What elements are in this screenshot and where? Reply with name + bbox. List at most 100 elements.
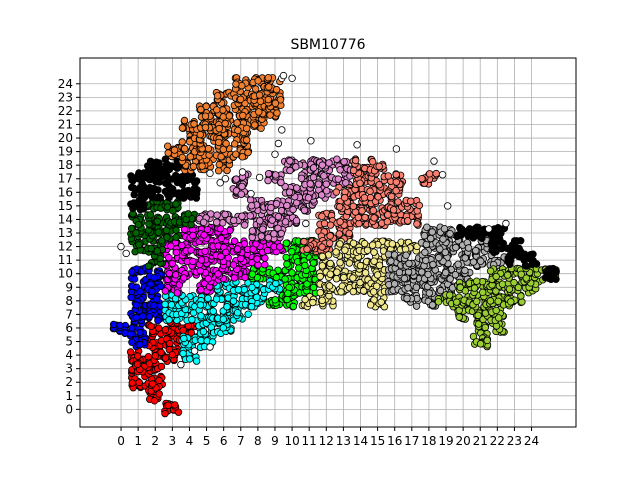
data-point: [273, 109, 281, 117]
data-point: [254, 77, 262, 85]
data-point: [222, 139, 230, 148]
x-tick-label: 17: [404, 434, 419, 448]
data-point: [230, 237, 239, 245]
data-point: [264, 95, 272, 104]
data-point: [230, 274, 239, 282]
data-point: [392, 145, 401, 153]
x-tick-label: 23: [507, 434, 522, 448]
data-point: [439, 235, 447, 243]
data-point: [322, 187, 331, 195]
data-point: [172, 271, 180, 279]
data-point: [229, 261, 238, 269]
data-point: [345, 229, 353, 238]
data-point: [161, 409, 169, 418]
y-tick-label: 23: [58, 90, 73, 104]
data-point: [492, 272, 500, 281]
data-point: [472, 246, 480, 255]
data-point: [503, 271, 512, 279]
data-point: [272, 199, 281, 208]
data-point: [481, 323, 489, 332]
y-tick-label: 12: [58, 240, 73, 254]
data-point: [301, 261, 309, 270]
data-point: [128, 379, 136, 387]
data-point: [444, 202, 452, 210]
data-point: [241, 273, 249, 282]
data-point: [413, 220, 421, 228]
data-point: [248, 227, 257, 235]
y-tick-label: 2: [65, 375, 73, 389]
data-point: [126, 348, 135, 356]
data-point: [212, 218, 221, 226]
data-point: [341, 246, 349, 254]
data-point: [283, 260, 291, 268]
data-point: [155, 324, 163, 332]
data-point: [289, 302, 298, 311]
data-point: [492, 306, 500, 315]
data-point: [360, 239, 369, 248]
data-point: [392, 186, 400, 195]
data-point: [199, 218, 208, 226]
data-point: [478, 234, 486, 242]
x-tick-label: 20: [455, 434, 470, 448]
data-point: [185, 355, 194, 363]
data-point: [383, 217, 392, 226]
data-point: [366, 187, 374, 195]
data-point: [219, 324, 227, 332]
data-point: [137, 201, 145, 210]
data-point: [117, 242, 125, 251]
x-tick-label: 3: [169, 434, 177, 448]
data-point: [178, 124, 187, 132]
data-point: [336, 259, 344, 267]
data-point: [232, 150, 240, 158]
data-point: [238, 182, 246, 191]
data-point: [168, 259, 176, 268]
data-point: [187, 246, 195, 254]
data-point: [326, 239, 334, 247]
data-point: [325, 282, 334, 290]
data-point: [150, 397, 159, 405]
data-point: [146, 161, 154, 170]
data-point: [253, 293, 261, 301]
y-tick-label: 8: [65, 294, 73, 308]
data-point: [272, 85, 281, 94]
data-point: [154, 316, 162, 325]
data-point: [412, 283, 421, 291]
data-point: [495, 314, 503, 322]
data-point: [300, 237, 308, 246]
data-point: [197, 256, 206, 264]
data-point: [309, 283, 318, 292]
data-point: [281, 275, 289, 283]
data-point: [167, 242, 175, 250]
data-point: [370, 257, 378, 265]
data-point: [198, 162, 206, 170]
data-point: [136, 287, 144, 296]
data-point: [505, 285, 514, 293]
data-point: [423, 223, 431, 231]
data-point: [184, 210, 192, 218]
data-point: [161, 300, 169, 308]
data-point: [206, 343, 214, 351]
data-point: [407, 197, 415, 205]
data-point: [284, 289, 292, 297]
data-point: [518, 298, 526, 306]
x-tick-label: 2: [151, 434, 159, 448]
data-point: [172, 248, 181, 257]
data-point: [307, 137, 315, 145]
data-point: [384, 172, 392, 180]
data-point: [400, 274, 409, 283]
data-point: [233, 309, 242, 317]
data-point: [332, 275, 341, 283]
x-tick-label: 19: [438, 434, 453, 448]
data-point: [292, 163, 300, 171]
data-point: [247, 189, 255, 198]
data-point: [187, 329, 195, 337]
data-point: [355, 219, 363, 228]
data-point: [180, 334, 188, 343]
data-point: [264, 73, 272, 82]
data-point: [189, 162, 198, 171]
data-point: [429, 260, 437, 269]
data-point: [316, 272, 324, 281]
data-point: [302, 219, 310, 228]
data-point: [244, 310, 252, 318]
data-point: [161, 287, 169, 295]
